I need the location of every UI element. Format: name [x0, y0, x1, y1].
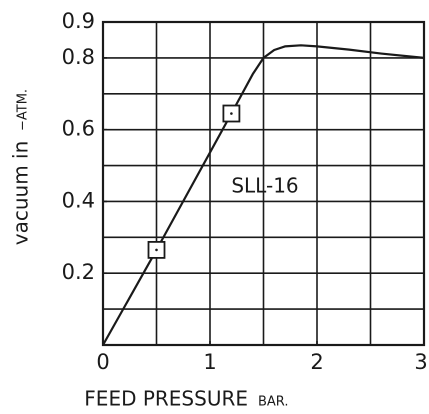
plot-frame: [101, 20, 426, 347]
y-tick-label: 0.9: [62, 9, 95, 33]
y-tick-label: 0.6: [62, 117, 95, 141]
y-axis-label: vacuum in: [9, 141, 33, 246]
y-axis-label-group: vacuum in −ATM.: [9, 89, 33, 245]
y-tick-label: 0.2: [62, 260, 95, 284]
x-axis-label: FEED PRESSURE: [84, 387, 248, 411]
y-axis-unit: −ATM.: [16, 89, 31, 131]
marker-dot: [155, 248, 158, 252]
x-tick-label: 1: [203, 350, 216, 374]
x-tick-label: 2: [310, 350, 323, 374]
y-tick-label: 0.4: [62, 188, 95, 212]
data-line: [102, 44, 425, 346]
x-tick-label: 0: [96, 350, 109, 374]
y-tick-label: 0.8: [62, 45, 95, 69]
x-tick-label: 3: [414, 350, 427, 374]
annotation: SLL-16: [231, 174, 298, 198]
marker-dot: [230, 112, 233, 115]
x-axis-unit: BAR.: [258, 395, 289, 410]
